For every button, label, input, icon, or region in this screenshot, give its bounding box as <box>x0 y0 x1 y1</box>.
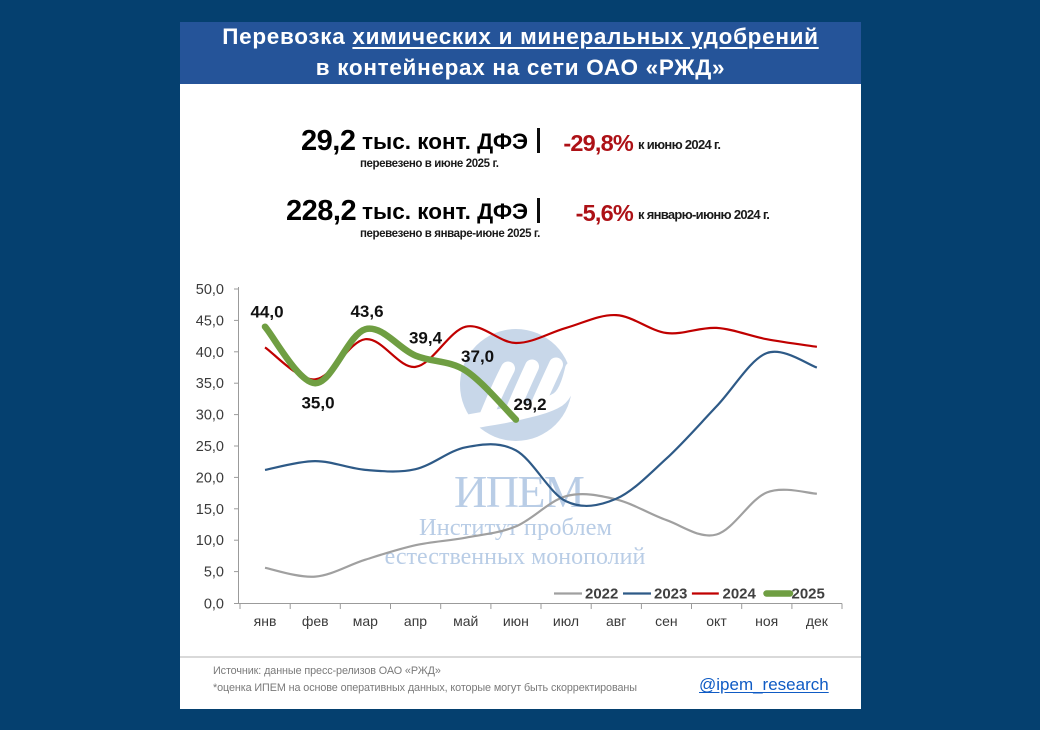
svg-text:дек: дек <box>806 613 829 629</box>
svg-text:сен: сен <box>655 613 678 629</box>
svg-text:15,0: 15,0 <box>196 502 224 518</box>
svg-text:37,0: 37,0 <box>461 347 494 366</box>
svg-text:35,0: 35,0 <box>301 394 334 413</box>
svg-text:2024: 2024 <box>723 586 757 603</box>
svg-text:10,0: 10,0 <box>196 533 224 549</box>
svg-text:мар: мар <box>353 613 378 629</box>
svg-text:2023: 2023 <box>654 586 687 603</box>
svg-text:янв: янв <box>254 613 277 629</box>
svg-text:40,0: 40,0 <box>196 345 224 361</box>
svg-text:фев: фев <box>302 613 329 629</box>
svg-text:0,0: 0,0 <box>204 597 224 613</box>
svg-text:30,0: 30,0 <box>196 408 224 424</box>
svg-text:50,0: 50,0 <box>196 282 224 298</box>
svg-text:апр: апр <box>404 613 427 629</box>
svg-text:29,2: 29,2 <box>513 395 546 414</box>
svg-text:ноя: ноя <box>755 613 778 629</box>
svg-text:2025: 2025 <box>792 586 825 603</box>
svg-text:5,0: 5,0 <box>204 565 224 581</box>
svg-text:20,0: 20,0 <box>196 470 224 486</box>
svg-text:2022: 2022 <box>585 586 618 603</box>
svg-text:44,0: 44,0 <box>250 303 283 322</box>
svg-text:45,0: 45,0 <box>196 313 224 329</box>
svg-text:25,0: 25,0 <box>196 439 224 455</box>
svg-text:ИПЕМ: ИПЕМ <box>454 466 584 517</box>
svg-text:май: май <box>453 613 478 629</box>
svg-text:июл: июл <box>553 613 579 629</box>
svg-text:35,0: 35,0 <box>196 376 224 392</box>
svg-text:39,4: 39,4 <box>409 329 443 348</box>
svg-text:июн: июн <box>503 613 529 629</box>
svg-text:авг: авг <box>606 613 626 629</box>
svg-text:43,6: 43,6 <box>350 302 383 321</box>
svg-text:естественных монополий: естественных монополий <box>385 544 646 570</box>
svg-text:окт: окт <box>706 613 727 629</box>
